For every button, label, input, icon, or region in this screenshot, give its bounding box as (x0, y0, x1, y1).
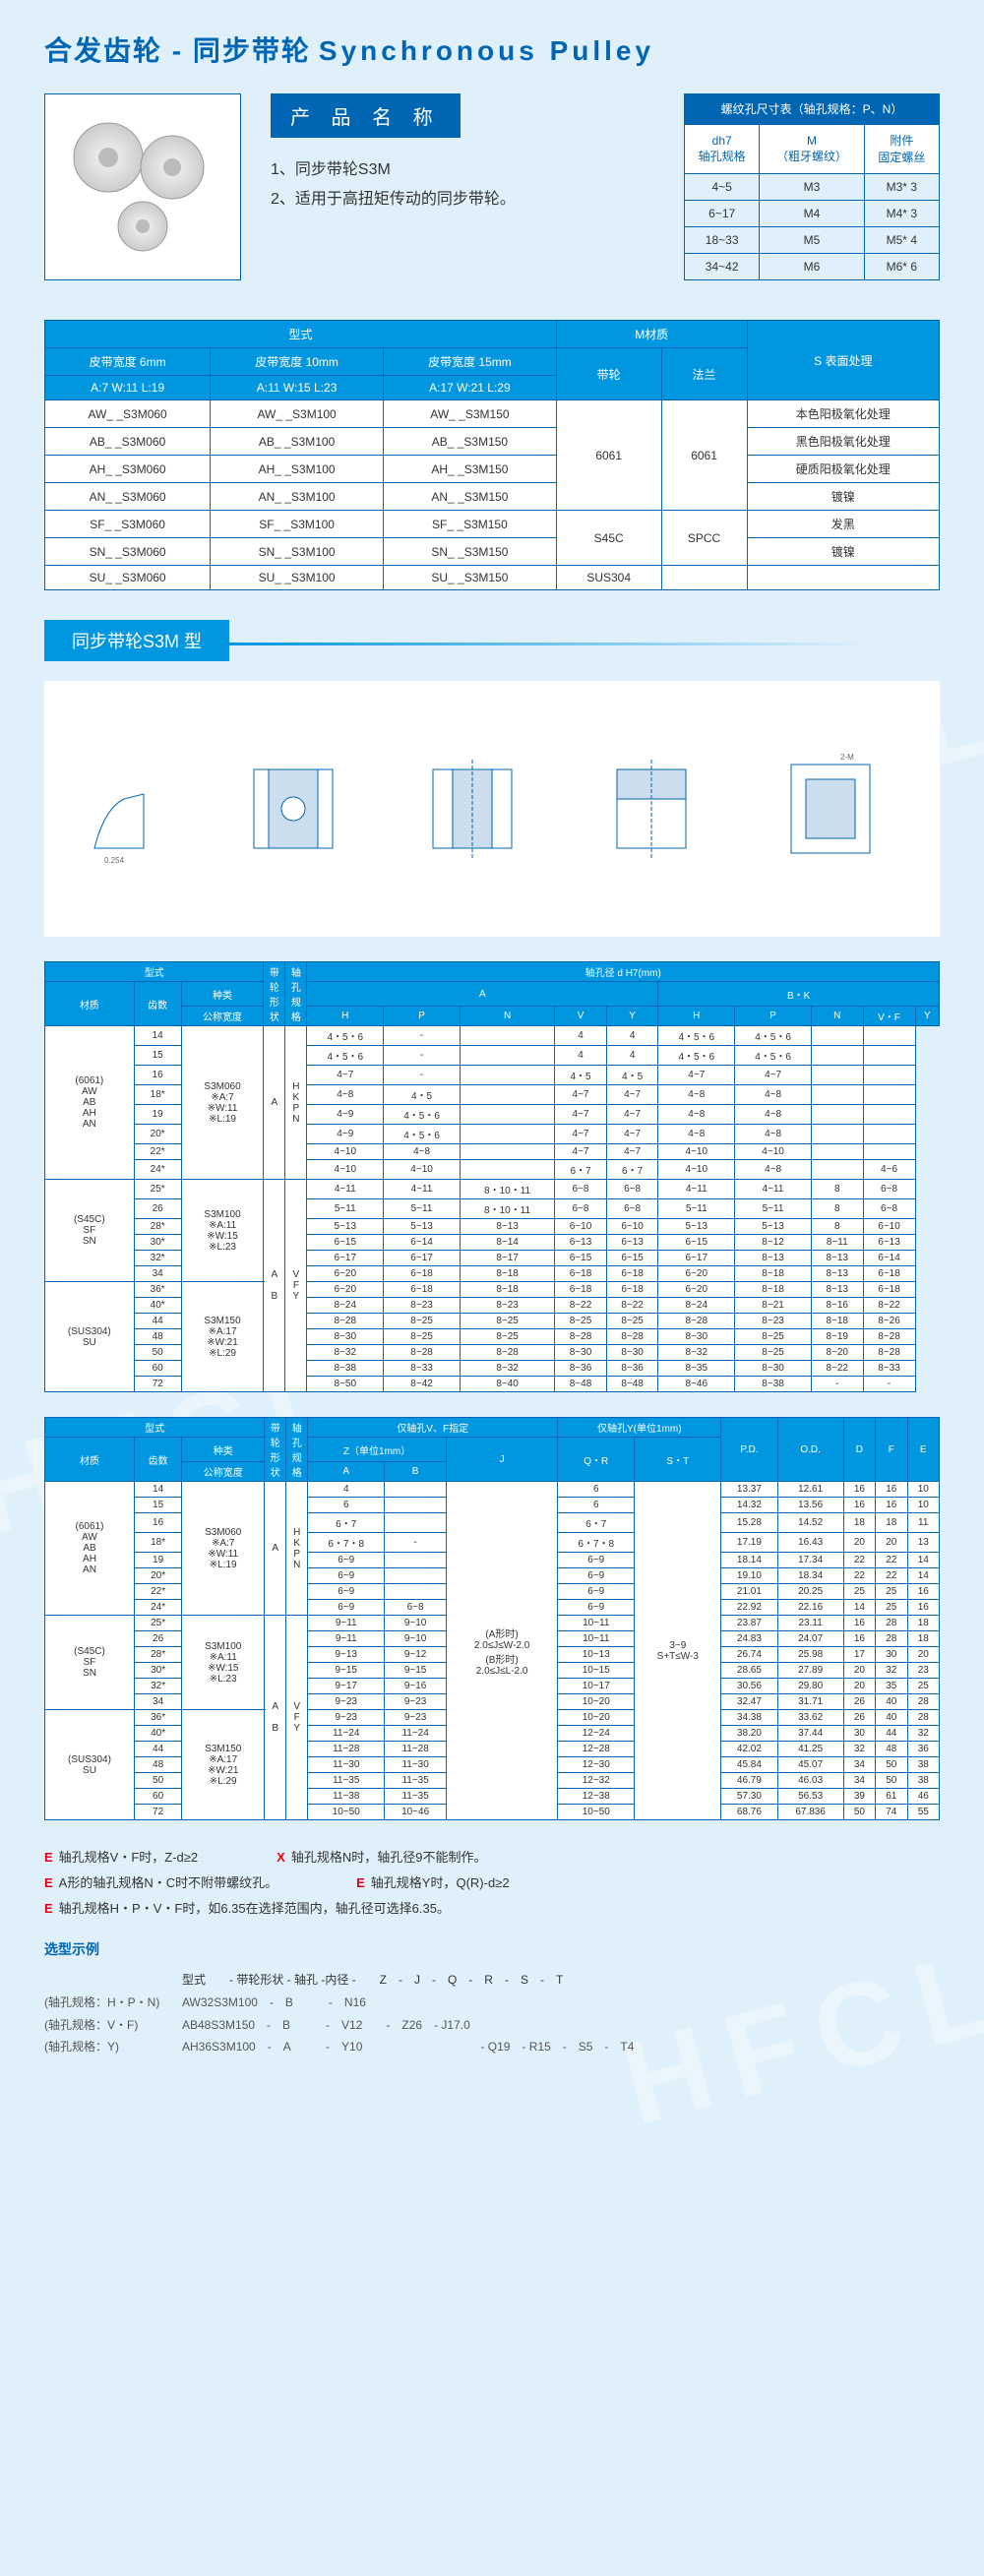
desc-line: 2、适用于高扭矩传动的同步带轮。 (271, 185, 654, 215)
desc-line: 1、同步带轮S3M (271, 155, 654, 185)
notes: E轴孔规格V・F时，Z-d≥2X轴孔规格N时，轴孔径9不能制作。EA形的轴孔规格… (44, 1845, 940, 1922)
svg-text:0.254: 0.254 (104, 856, 125, 865)
section-title: 同步带轮S3M 型 (44, 620, 940, 661)
bore-table-1: 型式带轮形状轴孔规格轴孔径 d H7(mm) 材质齿数种类AB・K 公称宽度HP… (44, 961, 940, 1392)
selection-examples: 型式 - 带轮形状 - 轴孔 -内径 - Z - J - Q - R - S -… (44, 1969, 940, 2058)
bore-table-2: 型式带轮形状轴孔规格仅轴孔V、F指定仅轴孔Y(单位1mm)P.D.O.D.DFE… (44, 1417, 940, 1820)
product-image (44, 93, 241, 280)
product-badge: 产 品 名 称 (271, 93, 461, 138)
spec-table: 型式M材质S 表面处理 皮带宽度 6mm皮带宽度 10mm皮带宽度 15mm带轮… (44, 320, 940, 590)
page-title: 合发齿轮 - 同步带轮Synchronous Pulley (44, 30, 940, 69)
technical-diagram: 0.254 2-M (44, 681, 940, 937)
svg-text:2-M: 2-M (840, 753, 854, 762)
thread-table: 螺纹孔尺寸表（轴孔规格：P、N） dh7 轴孔规格M （粗牙螺纹）附件 固定螺丝… (684, 93, 940, 280)
selection-title: 选型示例 (44, 1939, 940, 1959)
